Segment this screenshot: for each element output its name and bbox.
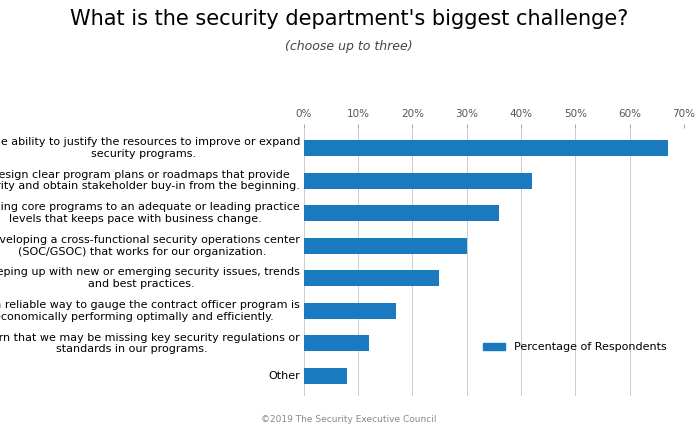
Bar [304,368,347,384]
Text: Other: Other [269,371,300,381]
Bar [304,302,396,319]
Text: Find a reliable way to gauge the contract officer program is
economically perfor: Find a reliable way to gauge the contrac… [0,300,300,322]
Text: Developing a cross-functional security operations center
(SOC/GSOC) that works f: Developing a cross-functional security o… [0,235,300,256]
Legend: Percentage of Respondents: Percentage of Respondents [479,338,671,357]
Text: The ability to justify the resources to improve or expand
security programs.: The ability to justify the resources to … [0,137,300,159]
Text: What is the security department's biggest challenge?: What is the security department's bigges… [70,9,628,29]
Text: Design clear program plans or roadmaps that provide
clarity and obtain stakehold: Design clear program plans or roadmaps t… [0,170,300,191]
Text: ©2019 The Security Executive Council: ©2019 The Security Executive Council [261,415,437,424]
Bar [304,205,499,222]
Bar [304,270,440,286]
Bar [304,335,369,351]
Text: Concern that we may be missing key security regulations or
standards in our prog: Concern that we may be missing key secur… [0,333,300,354]
Text: (choose up to three): (choose up to three) [285,40,413,54]
Text: Keeping up with new or emerging security issues, trends
and best practices.: Keeping up with new or emerging security… [0,268,300,289]
Bar [304,238,467,254]
Bar [304,140,668,156]
Text: Bringing core programs to an adequate or leading practice
levels that keeps pace: Bringing core programs to an adequate or… [0,202,300,224]
Bar [304,173,532,189]
